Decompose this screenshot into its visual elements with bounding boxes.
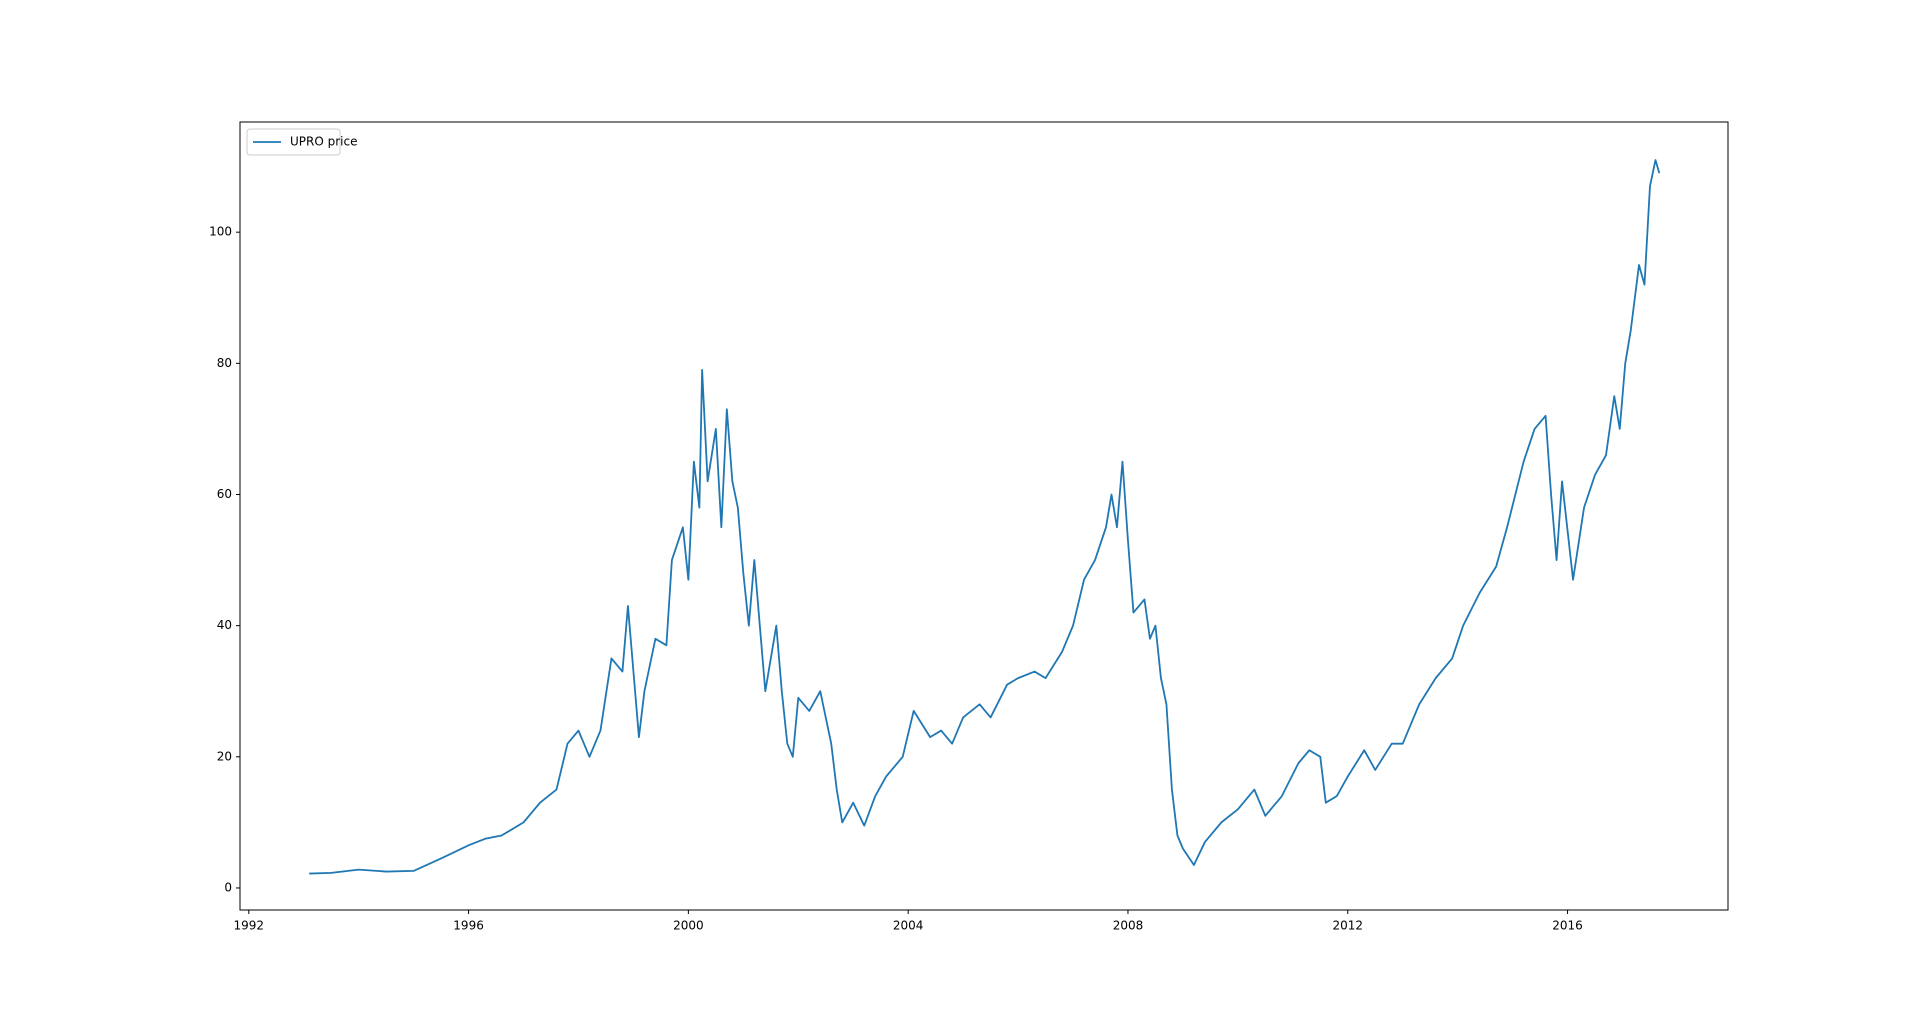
- plot-frame: [239, 121, 1729, 911]
- y-tick-label: 60: [217, 487, 232, 501]
- y-tick-label: 40: [217, 618, 232, 632]
- x-tick-label: 1992: [234, 919, 265, 933]
- legend-label: UPRO price: [290, 135, 357, 149]
- x-tick-label: 2016: [1552, 919, 1583, 933]
- y-tick-label: 100: [209, 225, 232, 239]
- x-tick-label: 2012: [1332, 919, 1363, 933]
- x-tick-label: 2000: [673, 919, 704, 933]
- y-tick-label: 80: [217, 356, 232, 370]
- x-tick-label: 1996: [453, 919, 484, 933]
- legend-box: [246, 128, 341, 156]
- y-tick-label: 0: [224, 880, 232, 894]
- price-line: [309, 159, 1661, 875]
- x-tick-label: 2008: [1113, 919, 1144, 933]
- x-tick-label: 2004: [893, 919, 924, 933]
- y-tick-label: 20: [217, 749, 232, 763]
